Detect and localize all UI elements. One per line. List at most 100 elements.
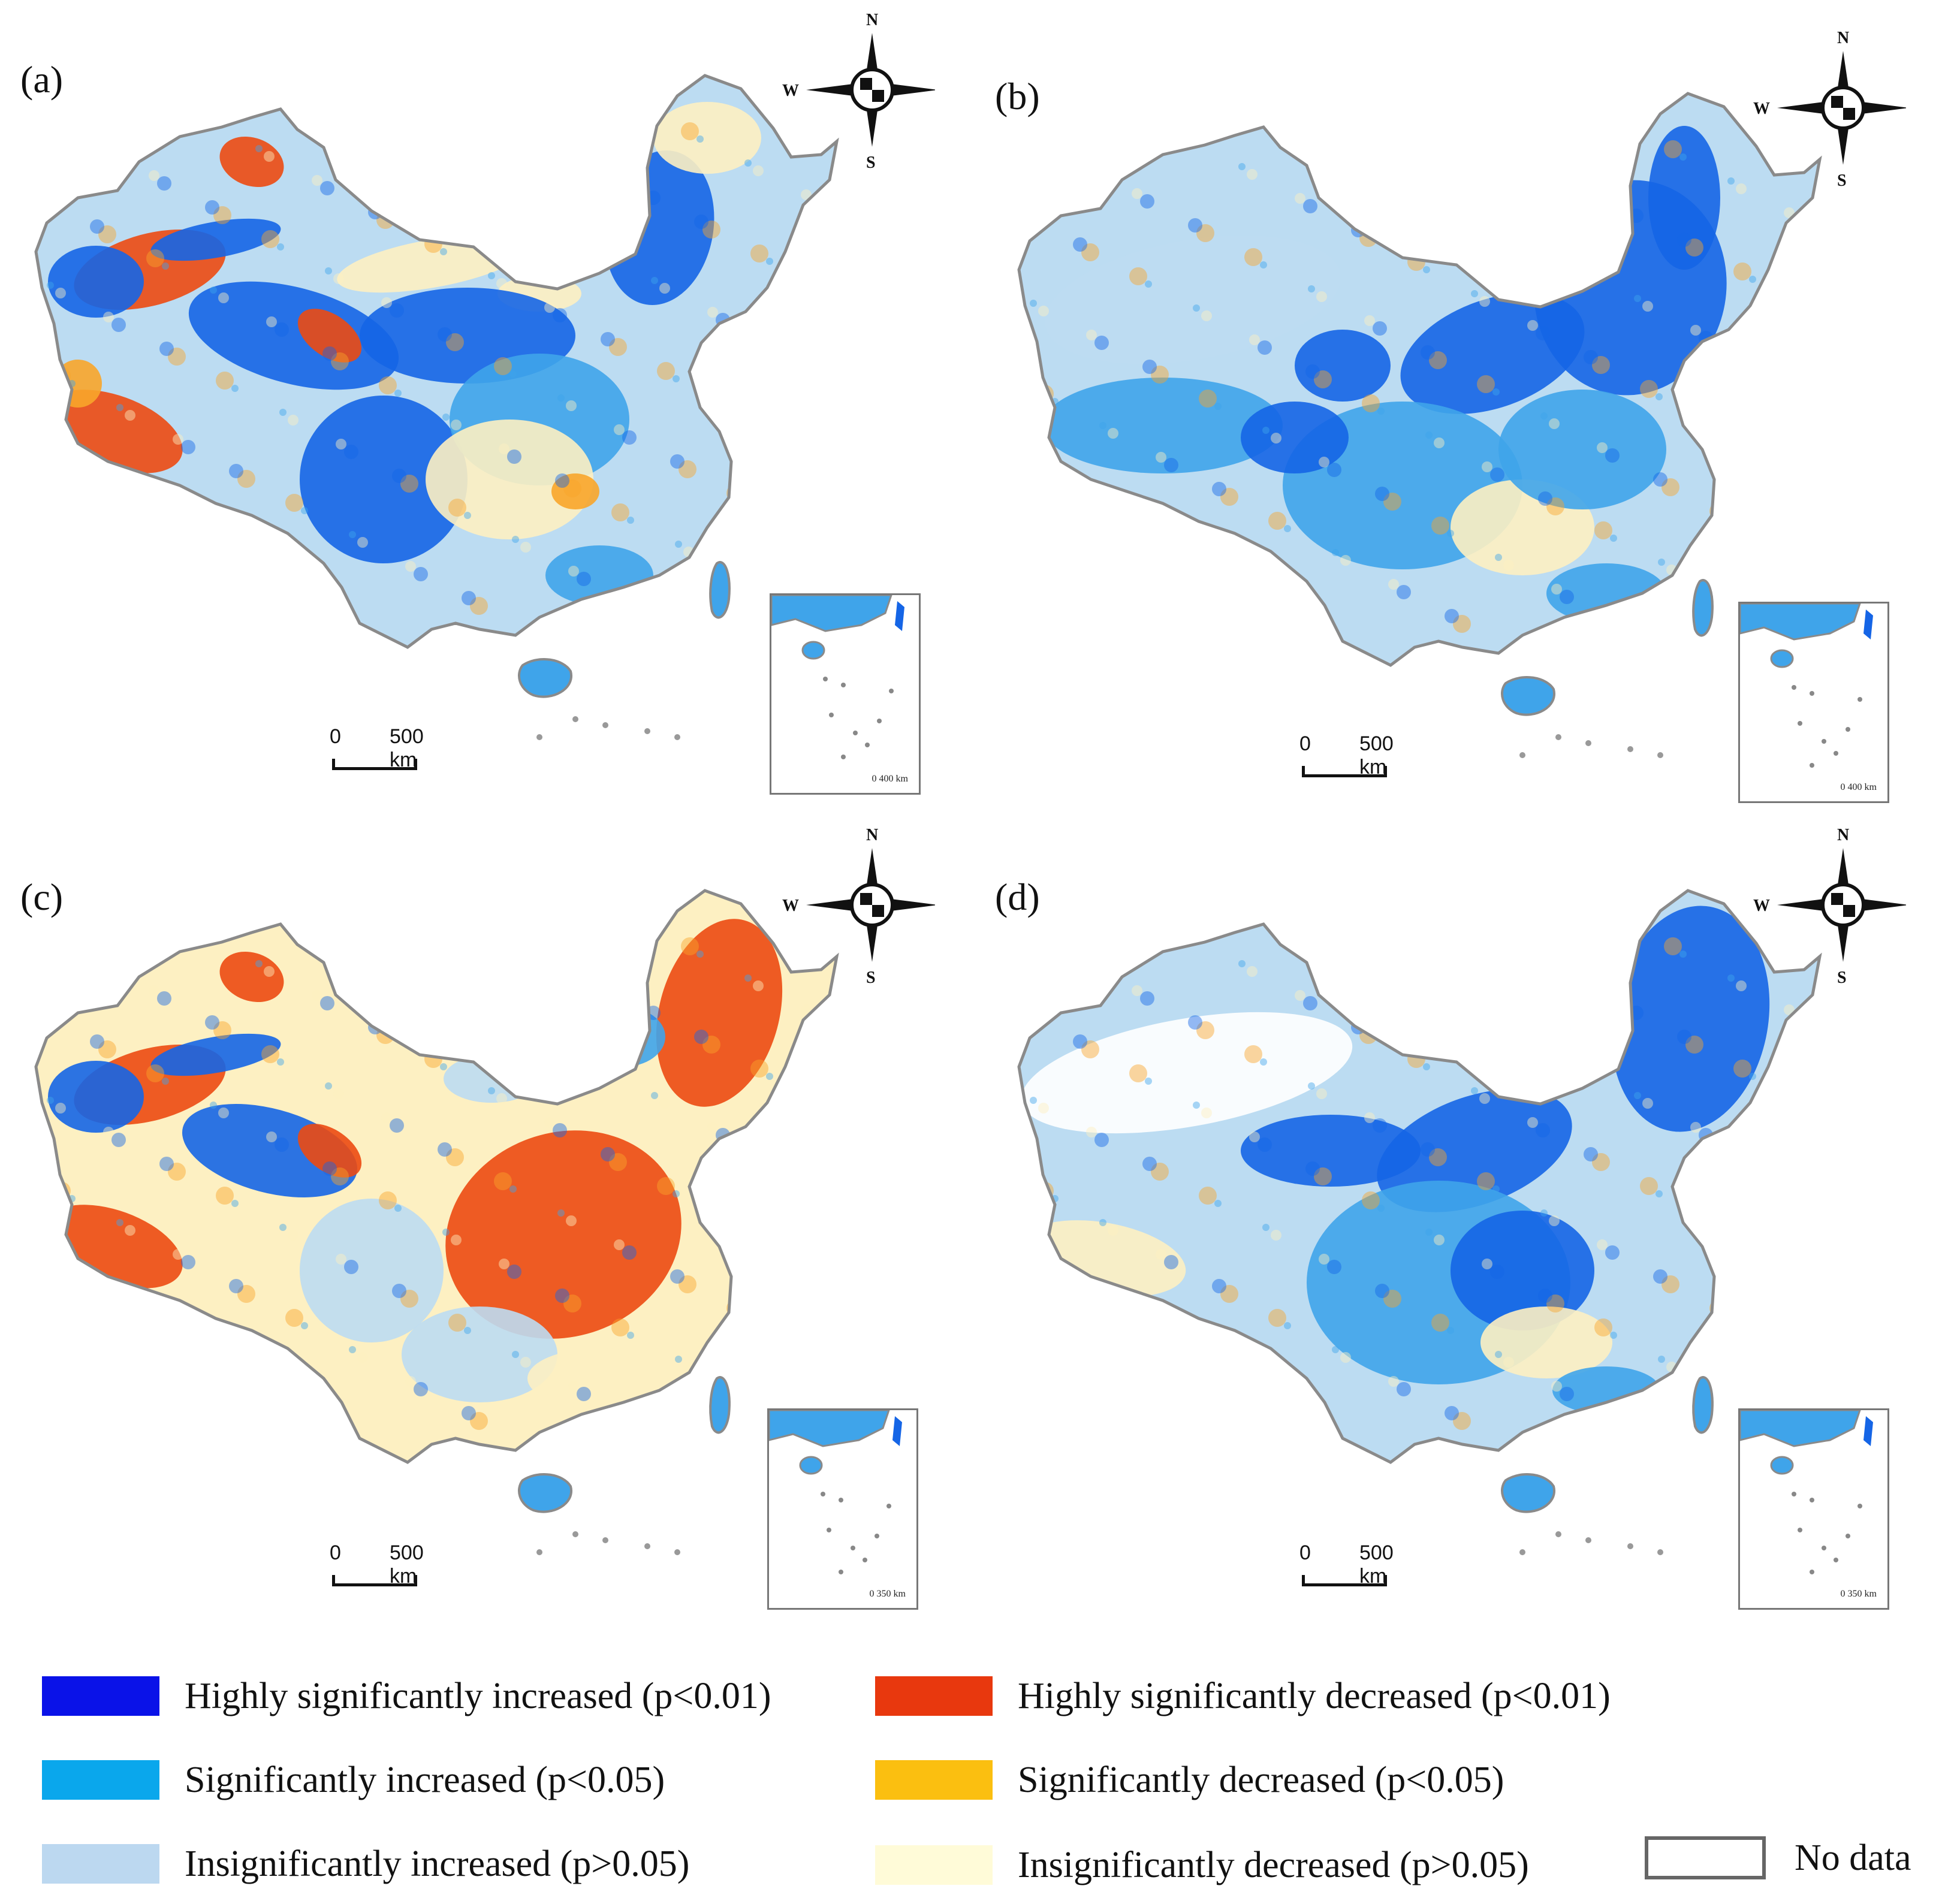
pixel-speckle — [135, 1396, 150, 1411]
pixel-speckle — [138, 1317, 145, 1324]
pixel-speckle — [1690, 1122, 1701, 1133]
pixel-speckle — [533, 131, 541, 138]
pixel-speckle — [1249, 1131, 1260, 1142]
pixel-speckle — [237, 1285, 255, 1303]
pixel-speckle — [1503, 1357, 1514, 1368]
pixel-speckle — [427, 971, 438, 982]
pixel-speckle — [1121, 520, 1128, 527]
pixel-speckle — [1431, 1314, 1449, 1332]
pixel-speckle — [210, 286, 217, 294]
pixel-speckle — [1353, 144, 1361, 151]
pixel-speckle — [531, 1025, 545, 1039]
pixel-speckle — [1546, 1295, 1564, 1312]
pixel-speckle — [1247, 169, 1258, 180]
pixel-speckle — [77, 127, 95, 145]
pixel-speckle — [1425, 1229, 1433, 1236]
pixel-speckle — [90, 219, 104, 234]
pixel-speckle — [1073, 237, 1087, 252]
pixel-speckle — [1086, 330, 1097, 340]
pixel-speckle — [1586, 271, 1593, 278]
pixel-speckle — [1410, 174, 1421, 185]
pixel-speckle — [370, 126, 378, 133]
compass-w-label: W — [1753, 897, 1770, 915]
pixel-speckle — [55, 1103, 66, 1114]
pixel-speckle — [1118, 599, 1133, 614]
pixel-speckle — [168, 348, 186, 366]
island — [602, 1537, 608, 1543]
pixel-speckle — [1501, 135, 1519, 153]
pixel-speckle — [707, 307, 718, 318]
pixel-speckle — [301, 507, 308, 514]
pixel-speckle — [625, 1411, 639, 1425]
pixel-speckle — [1501, 933, 1519, 951]
inset-island — [821, 1492, 825, 1496]
pixel-speckle — [275, 1137, 289, 1152]
pixel-speckle — [1401, 965, 1409, 972]
pixel-speckle — [1522, 234, 1540, 252]
pixel-speckle — [442, 1229, 450, 1236]
compass-w-label: W — [1753, 99, 1770, 118]
pixel-speckle — [55, 288, 66, 298]
pixel-speckle — [66, 1274, 80, 1289]
pixel-speckle — [659, 283, 670, 294]
pixel-speckle — [1458, 995, 1468, 1006]
pixel-speckle — [1658, 559, 1665, 566]
pixel-speckle — [1608, 614, 1622, 628]
pixel-speckle — [1560, 590, 1574, 604]
pixel-speckle — [451, 420, 462, 430]
pixel-speckle — [512, 1351, 519, 1358]
pixel-speckle — [1527, 320, 1538, 331]
pixel-speckle — [1661, 478, 1679, 496]
pixel-speckle — [785, 435, 800, 449]
pixel-speckle — [1410, 971, 1421, 982]
pixel-speckle — [159, 1157, 174, 1171]
pixel-speckle — [44, 931, 52, 939]
pixel-speckle — [1749, 1073, 1756, 1080]
compass-quadrant — [872, 90, 884, 102]
legend-swatch — [42, 1676, 159, 1716]
pixel-speckle — [1340, 555, 1351, 566]
pixel-speckle — [1057, 1280, 1075, 1298]
pixel-speckle — [1401, 168, 1409, 175]
pixel-speckle — [138, 502, 145, 509]
island — [644, 728, 650, 734]
pixel-speckle — [1340, 1352, 1351, 1363]
pixel-speckle — [1121, 1317, 1128, 1324]
pixel-speckle — [1597, 442, 1608, 453]
inset-island — [877, 719, 882, 723]
pixel-speckle — [499, 1259, 509, 1269]
pixel-speckle — [111, 1133, 126, 1147]
pixel-speckle — [74, 1280, 92, 1298]
compass-quadrant — [1831, 893, 1843, 905]
pixel-speckle — [1156, 1249, 1166, 1260]
pixel-speckle — [307, 1407, 325, 1425]
pixel-speckle — [1760, 1244, 1771, 1255]
china-trend-map: NSWE — [34, 11, 935, 740]
pixel-speckle — [333, 273, 344, 284]
pixel-speckle — [611, 503, 629, 521]
island — [536, 734, 542, 740]
pixel-speckle — [1132, 188, 1142, 199]
pixel-speckle — [1140, 991, 1154, 1006]
pixel-speckle — [1145, 1078, 1152, 1085]
pixel-speckle — [742, 497, 749, 505]
pixel-speckle — [381, 297, 392, 308]
pixel-speckle — [566, 1215, 577, 1226]
pixel-speckle — [405, 561, 416, 572]
pixel-speckle — [1108, 1225, 1118, 1236]
pixel-speckle — [1295, 990, 1305, 1001]
pixel-speckle — [772, 1158, 790, 1176]
pixel-speckle — [405, 1376, 416, 1387]
pixel-speckle — [255, 960, 263, 967]
pixel-speckle — [696, 951, 704, 958]
compass-rose-icon: NSWE — [1753, 29, 1906, 190]
compass-n-label: N — [1837, 29, 1849, 47]
pixel-speckle — [1679, 153, 1687, 161]
pixel-speckle — [1685, 1036, 1703, 1054]
pixel-speckle — [1375, 1284, 1389, 1298]
pixel-speckle — [1238, 163, 1246, 170]
pixel-speckle — [1431, 517, 1449, 535]
pixel-speckle — [1397, 1382, 1411, 1396]
pixel-speckle — [1490, 467, 1504, 482]
pixel-speckle — [1281, 1401, 1296, 1416]
